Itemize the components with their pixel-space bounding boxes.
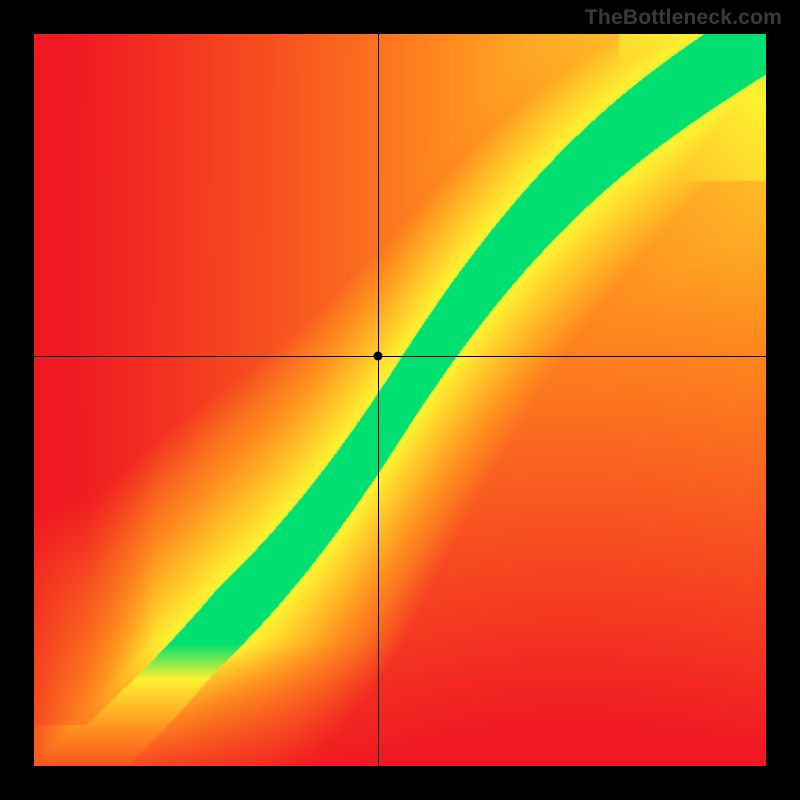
crosshair-marker: [374, 352, 383, 361]
crosshair-horizontal: [34, 356, 766, 357]
chart-container: TheBottleneck.com: [0, 0, 800, 800]
crosshair-vertical: [378, 34, 379, 766]
bottleneck-heatmap: [34, 34, 766, 766]
watermark-text: TheBottleneck.com: [585, 6, 782, 30]
